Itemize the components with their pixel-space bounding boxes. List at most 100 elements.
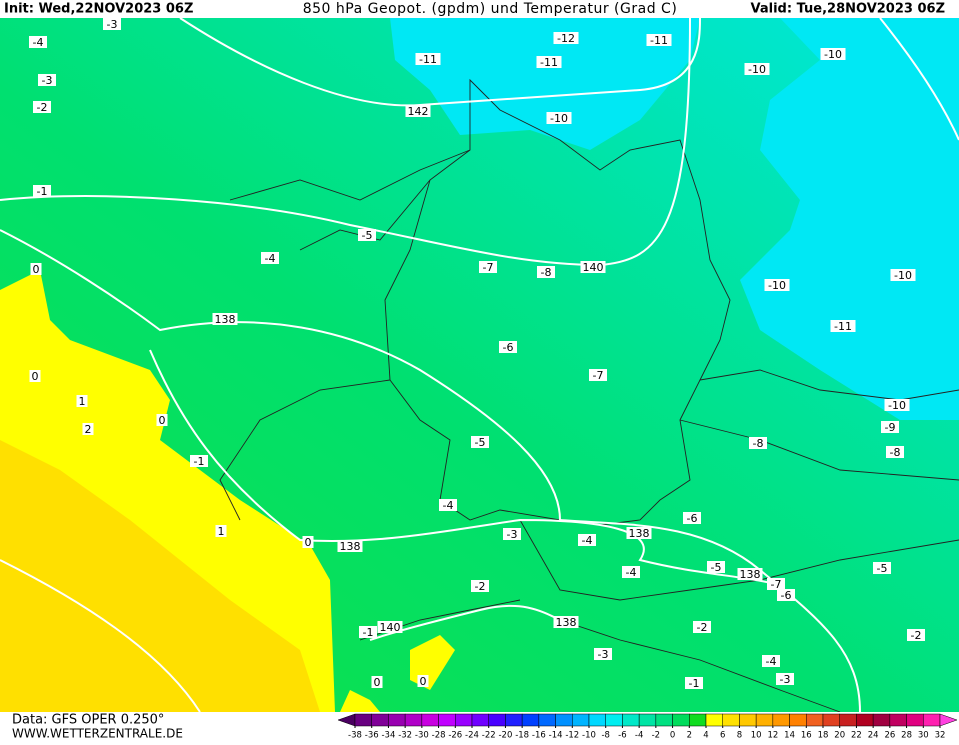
colorbar-tick-label: -20 (498, 731, 512, 741)
contour-label: -2 (475, 580, 486, 593)
label-box (302, 536, 314, 548)
colorbar-box (839, 713, 857, 727)
contour-label: -4 (766, 655, 777, 668)
colorbar-tick-label: 8 (737, 731, 742, 741)
label-box (622, 566, 640, 578)
colorbar-tick-label: -28 (432, 731, 446, 741)
colorbar-tick-label: -22 (482, 731, 496, 741)
contour-label: -10 (888, 399, 906, 412)
colorbar-tick-label: -18 (515, 731, 529, 741)
colorbar-tick-label: -8 (601, 731, 609, 741)
label-box (907, 629, 925, 641)
colorbar-tick-label: 22 (851, 731, 862, 741)
label-box (776, 673, 794, 685)
contour-label: -3 (42, 74, 53, 87)
label-box (685, 677, 703, 689)
label-box (777, 589, 795, 601)
colorbar-arrow (939, 713, 958, 727)
contour-label: -10 (768, 279, 786, 292)
contour-label: 0 (32, 370, 39, 383)
label-box (503, 528, 521, 540)
label-box (626, 527, 652, 539)
contour-label: -5 (877, 562, 888, 575)
colorbar: -38 -36 -34 -32 -30 -28 -26 -24 -22 -20 -18 -16 -14-… (337, 713, 958, 741)
colorbar-box (672, 713, 690, 727)
contour-label: 140 (380, 621, 401, 634)
colorbar-tick-label: 16 (801, 731, 812, 741)
label-box (683, 512, 701, 524)
label-box (830, 320, 856, 332)
label-box (358, 229, 376, 241)
colorbar-box (371, 713, 389, 727)
colorbar-tick-label: 0 (670, 731, 675, 741)
contour-label: 142 (408, 105, 429, 118)
label-box (337, 540, 363, 552)
label-box (359, 626, 377, 638)
contour-label: -8 (890, 446, 901, 459)
colorbar-box (588, 713, 606, 727)
contour-label: -11 (650, 34, 668, 47)
label-box (377, 621, 403, 633)
contour-label: -5 (362, 229, 373, 242)
label-box (767, 578, 785, 590)
contour-label: -3 (507, 528, 518, 541)
colorbar-tick-label: 26 (884, 731, 895, 741)
contour-label: 0 (159, 414, 166, 427)
label-box (415, 53, 441, 65)
colorbar-box (505, 713, 523, 727)
label-box (594, 648, 612, 660)
colorbar-box (739, 713, 757, 727)
label-box (215, 525, 227, 537)
label-box (744, 63, 770, 75)
contour-label: -10 (824, 48, 842, 61)
colorbar-box (438, 713, 456, 727)
contour-label: 138 (629, 527, 650, 540)
contour-label: -11 (540, 56, 558, 69)
label-box (479, 261, 497, 273)
colorbar-tick-label: -16 (532, 731, 546, 741)
colorbar-box (755, 713, 774, 727)
colorbar-tick-label: -30 (415, 731, 429, 741)
contour-label: 138 (215, 313, 236, 326)
contour-label: 1 (218, 525, 225, 538)
contour-label: -4 (626, 566, 637, 579)
contour-label: -4 (582, 534, 593, 547)
label-box (764, 279, 790, 291)
colorbar-box (889, 713, 907, 727)
colorbar-tick-label: 28 (901, 731, 912, 741)
contour-label: 2 (85, 423, 92, 436)
label-box (546, 112, 572, 124)
colorbar-box (555, 713, 573, 727)
colorbar-box (689, 713, 707, 727)
contour-label: -1 (363, 626, 374, 639)
colorbar-box (822, 713, 840, 727)
label-box (471, 580, 489, 592)
label-box (646, 34, 672, 46)
colorbar-tick-label: -2 (652, 731, 660, 741)
colorbar-box (906, 713, 924, 727)
contour-label: -1 (194, 455, 205, 468)
colorbar-box (488, 713, 506, 727)
colorbar-box (421, 713, 439, 727)
colorbar-tick-label: -32 (398, 731, 412, 741)
label-box (536, 56, 562, 68)
colorbar-box (923, 713, 941, 727)
colorbar-tick-label: -4 (635, 731, 643, 741)
label-box (553, 616, 579, 628)
label-box (580, 261, 606, 273)
contour-label: -10 (748, 63, 766, 76)
colorbar-box (538, 713, 556, 727)
colorbar-tick-label: -10 (582, 731, 596, 741)
contour-label: -10 (894, 269, 912, 282)
label-box (439, 499, 457, 511)
contour-label: -4 (33, 36, 44, 49)
colorbar-tick-label: -38 (348, 731, 362, 741)
colorbar-tick-label: 30 (918, 731, 929, 741)
colorbar-tick-label: 6 (720, 731, 725, 741)
label-box (873, 562, 891, 574)
valid-time: Valid: Tue,28NOV2023 06Z (751, 2, 945, 17)
contour-label: 140 (583, 261, 604, 274)
colorbar-tick-label: -6 (618, 731, 626, 741)
contour-label: -3 (780, 673, 791, 686)
